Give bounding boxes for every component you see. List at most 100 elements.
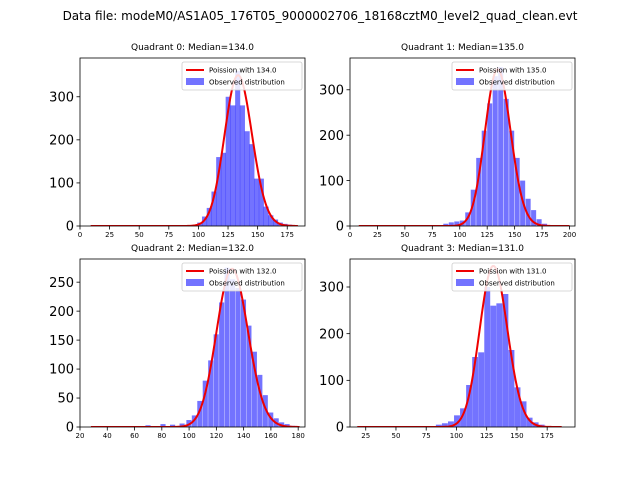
histogram-bar xyxy=(170,424,176,427)
x-tick-label: 50 xyxy=(400,231,409,239)
y-tick-label: 250 xyxy=(49,276,74,291)
x-tick-label: 40 xyxy=(103,432,112,440)
x-tick-label: 50 xyxy=(135,231,144,239)
histogram-bar xyxy=(526,417,533,427)
poisson-curve xyxy=(90,74,298,226)
x-tick-label: 125 xyxy=(481,231,494,239)
histogram-bar xyxy=(531,210,537,226)
y-tick-label: 200 xyxy=(319,129,344,144)
subplot-quadrant-2: Quadrant 2: Median=132.0 20 40 60 80 100 120 14… xyxy=(49,244,306,440)
y-tick-label: 200 xyxy=(49,305,74,320)
legend-box xyxy=(181,262,303,292)
x-tick-label: 60 xyxy=(130,432,139,440)
x-tick-label: 140 xyxy=(237,432,250,440)
histogram-bars xyxy=(145,267,296,427)
histogram-bar xyxy=(525,198,531,226)
subplot-title: Quadrant 2: Median=132.0 xyxy=(131,244,254,254)
histogram-bar xyxy=(502,294,509,427)
histogram-bars xyxy=(192,70,293,226)
subplot-title: Quadrant 0: Median=134.0 xyxy=(131,43,254,53)
y-tick-label: 50 xyxy=(57,392,74,407)
x-tick-label: 120 xyxy=(210,432,223,440)
histogram-bar xyxy=(460,408,467,427)
x-tick-label: 25 xyxy=(373,231,382,239)
legend-patch-swatch xyxy=(186,78,204,85)
subplot-title: Quadrant 1: Median=135.0 xyxy=(401,43,524,53)
histogram-bar xyxy=(509,130,515,226)
x-tick-label: 80 xyxy=(157,432,166,440)
legend: Poission with 135.0 Observed distribution xyxy=(451,61,573,91)
histogram-bar xyxy=(230,105,236,226)
histogram-bar xyxy=(244,131,250,226)
y-tick-label: 100 xyxy=(49,363,74,378)
x-tick-label: 75 xyxy=(422,432,431,440)
x-tick-label: 150 xyxy=(251,231,264,239)
x-tick-label: 100 xyxy=(453,231,466,239)
histogram-bar xyxy=(230,279,236,427)
x-tick-label: 100 xyxy=(450,432,463,440)
legend-patch-swatch xyxy=(186,279,204,286)
subplot-title: Quadrant 3: Median=131.0 xyxy=(401,244,524,254)
subplot-quadrant-3: Quadrant 3: Median=131.0 25 50 75 100 125 150 1… xyxy=(319,244,576,440)
legend: Poission with 132.0 Observed distribution xyxy=(181,262,303,292)
histogram-bar xyxy=(258,178,264,226)
x-tick-label: 25 xyxy=(105,231,114,239)
y-tick-label: 100 xyxy=(319,174,344,189)
histogram-bar xyxy=(211,191,217,226)
legend-patch-label: Observed distribution xyxy=(209,79,285,87)
x-tick-label: 150 xyxy=(510,432,523,440)
histogram-bar xyxy=(273,219,279,226)
histogram-bar xyxy=(514,157,520,226)
x-tick-label: 125 xyxy=(480,432,493,440)
axes-frame xyxy=(79,57,306,227)
histogram-bar xyxy=(225,96,231,226)
legend-box xyxy=(181,61,303,91)
histogram-bar xyxy=(490,305,497,427)
figure-suptitle: Data file: modeM0/AS1A05_176T05_90000027… xyxy=(63,9,578,23)
axes-frame xyxy=(349,258,576,428)
histogram-bar xyxy=(484,287,491,427)
y-tick-label: 0 xyxy=(66,220,74,235)
histogram-bar xyxy=(492,76,498,226)
x-tick-label: 75 xyxy=(428,231,437,239)
y-tick-label: 300 xyxy=(319,83,344,98)
x-tick-label: 50 xyxy=(392,432,401,440)
histogram-bar xyxy=(447,421,454,427)
legend-line-label: Poission with 135.0 xyxy=(479,67,547,75)
y-tick-label: 0 xyxy=(336,220,344,235)
histogram-bar xyxy=(216,157,222,226)
histogram-bar xyxy=(160,424,166,427)
y-tick-label: 200 xyxy=(49,134,74,149)
histogram-bar xyxy=(213,334,219,427)
histogram-bar xyxy=(454,415,460,427)
histogram-bar xyxy=(197,400,203,427)
histogram-bar xyxy=(257,374,263,427)
x-tick-label: 150 xyxy=(508,231,521,239)
y-tick-label: 100 xyxy=(49,177,74,192)
histogram-bar xyxy=(249,144,255,226)
histogram-bar xyxy=(514,387,521,427)
x-tick-label: 75 xyxy=(164,231,173,239)
histogram-bar xyxy=(503,98,509,226)
histogram-bar xyxy=(476,157,482,226)
histogram-bar xyxy=(454,221,460,226)
x-tick-label: 100 xyxy=(182,432,195,440)
axes-frame xyxy=(79,258,306,428)
legend-patch-swatch xyxy=(456,279,474,286)
subplot-quadrant-0: Quadrant 0: Median=134.0 0 25 50 75 100 125 150… xyxy=(49,43,306,239)
x-tick-label: 125 xyxy=(221,231,234,239)
histogram-bar xyxy=(251,351,257,427)
histogram-bar xyxy=(179,423,185,427)
histogram-bar xyxy=(239,105,245,226)
y-tick-label: 100 xyxy=(319,374,344,389)
x-tick-label: 0 xyxy=(78,231,82,239)
legend-patch-swatch xyxy=(456,78,474,85)
legend: Poission with 131.0 Observed distribution xyxy=(451,262,573,292)
histogram-bar xyxy=(520,401,527,427)
x-tick-label: 0 xyxy=(348,231,352,239)
x-tick-label: 20 xyxy=(76,432,85,440)
histogram-bar xyxy=(263,206,269,226)
y-tick-label: 200 xyxy=(319,327,344,342)
y-tick-label: 0 xyxy=(336,421,344,436)
